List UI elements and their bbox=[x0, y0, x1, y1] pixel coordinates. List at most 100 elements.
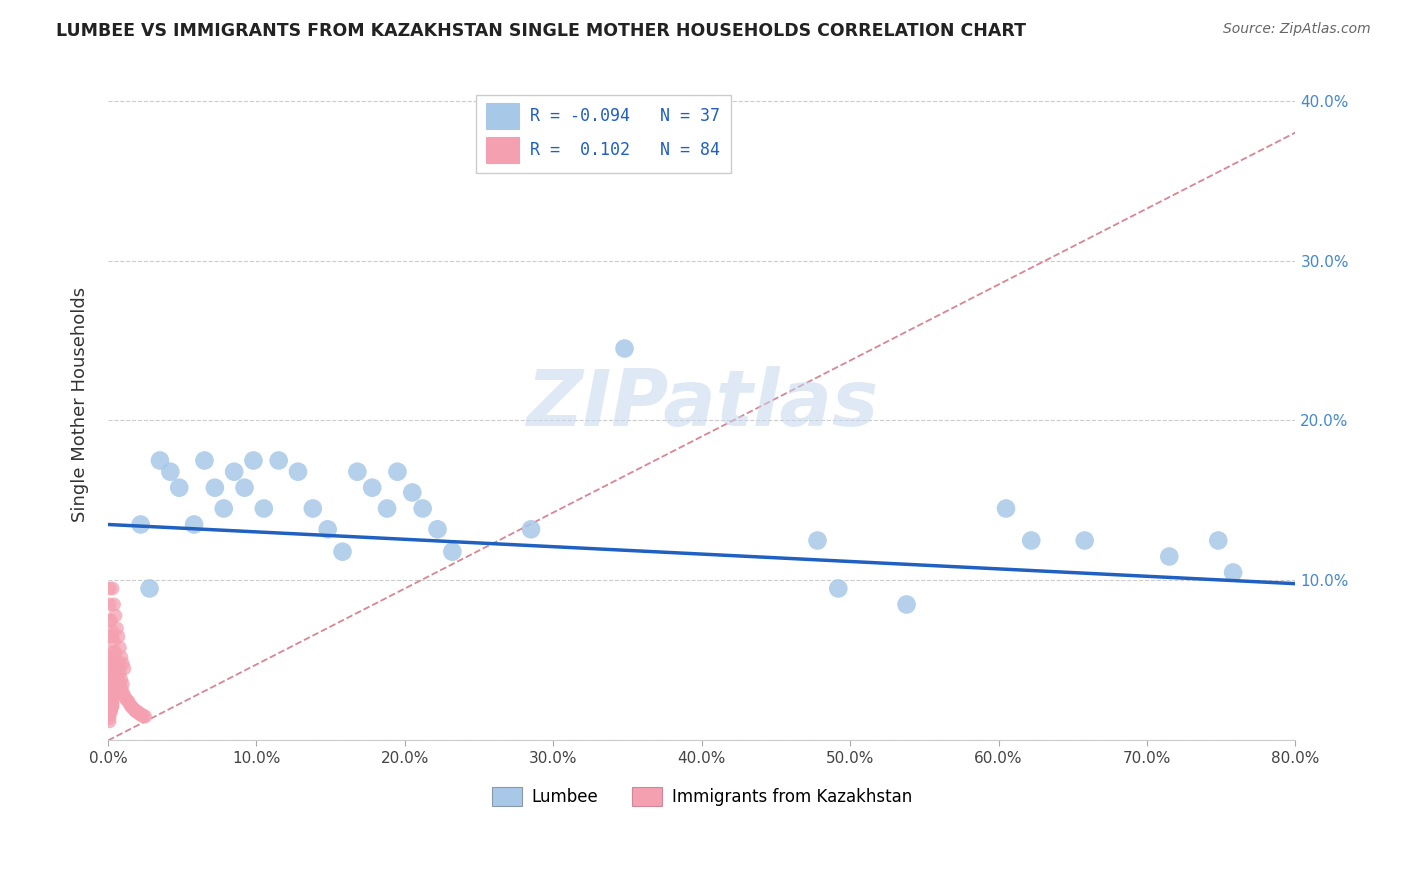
Point bbox=[105, 674, 128, 689]
Point bbox=[387, 465, 409, 479]
Point bbox=[301, 501, 323, 516]
Point bbox=[134, 709, 156, 723]
Point bbox=[98, 698, 121, 713]
Point bbox=[114, 691, 136, 706]
Point bbox=[101, 630, 124, 644]
Point bbox=[183, 517, 205, 532]
Point bbox=[103, 685, 125, 699]
Point bbox=[193, 453, 215, 467]
Point bbox=[103, 663, 125, 677]
Point bbox=[101, 624, 124, 639]
Point bbox=[110, 650, 132, 665]
Point bbox=[101, 689, 124, 703]
Point bbox=[105, 666, 128, 681]
Point bbox=[138, 582, 160, 596]
Point bbox=[117, 693, 139, 707]
Point bbox=[98, 707, 121, 722]
Point bbox=[100, 695, 122, 709]
Point bbox=[375, 501, 398, 516]
Point bbox=[441, 544, 464, 558]
Point bbox=[332, 544, 354, 558]
Point bbox=[613, 342, 636, 356]
Point bbox=[108, 677, 131, 691]
Point bbox=[896, 598, 918, 612]
Point bbox=[112, 689, 135, 703]
Point bbox=[98, 693, 121, 707]
Point bbox=[118, 695, 141, 709]
Point bbox=[131, 707, 153, 722]
Point bbox=[128, 706, 150, 721]
Point bbox=[110, 673, 132, 687]
Point bbox=[242, 453, 264, 467]
Point bbox=[125, 705, 148, 719]
Point bbox=[167, 481, 190, 495]
Point bbox=[98, 657, 121, 671]
Point bbox=[1073, 533, 1095, 548]
Point bbox=[107, 630, 129, 644]
Point bbox=[103, 677, 125, 691]
Point bbox=[111, 677, 134, 691]
Bar bbox=[485, 137, 519, 162]
Point bbox=[110, 682, 132, 697]
Point bbox=[129, 707, 152, 722]
Point bbox=[98, 689, 121, 703]
Point bbox=[1019, 533, 1042, 548]
Point bbox=[212, 501, 235, 516]
Point bbox=[98, 614, 121, 628]
Y-axis label: Single Mother Households: Single Mother Households bbox=[72, 287, 89, 522]
Point bbox=[100, 703, 122, 717]
Bar bbox=[485, 103, 519, 129]
Point bbox=[806, 533, 828, 548]
Point bbox=[98, 711, 121, 725]
Point bbox=[100, 650, 122, 665]
Point bbox=[1222, 566, 1244, 580]
Point bbox=[98, 714, 121, 729]
Text: R = -0.094   N = 37: R = -0.094 N = 37 bbox=[530, 107, 720, 125]
Point bbox=[101, 582, 124, 596]
Point bbox=[267, 453, 290, 467]
Point bbox=[204, 481, 226, 495]
Point bbox=[426, 522, 449, 536]
Point bbox=[104, 645, 127, 659]
Point bbox=[107, 660, 129, 674]
Point bbox=[100, 691, 122, 706]
Legend: Lumbee, Immigrants from Kazakhstan: Lumbee, Immigrants from Kazakhstan bbox=[485, 780, 918, 813]
Point bbox=[108, 666, 131, 681]
Point bbox=[100, 693, 122, 707]
Point bbox=[100, 698, 122, 713]
Point bbox=[101, 699, 124, 714]
Point bbox=[112, 661, 135, 675]
Point bbox=[98, 682, 121, 697]
Point bbox=[100, 705, 122, 719]
Text: Source: ZipAtlas.com: Source: ZipAtlas.com bbox=[1223, 22, 1371, 37]
Point bbox=[233, 481, 256, 495]
Point bbox=[122, 701, 145, 715]
Point bbox=[104, 657, 127, 671]
Point bbox=[104, 608, 127, 623]
Point bbox=[132, 709, 155, 723]
Point bbox=[103, 598, 125, 612]
Point bbox=[101, 698, 124, 713]
Point bbox=[104, 669, 127, 683]
Point bbox=[111, 657, 134, 671]
Point bbox=[107, 673, 129, 687]
Point bbox=[1159, 549, 1181, 564]
Point bbox=[101, 682, 124, 697]
Point bbox=[101, 673, 124, 687]
Point bbox=[129, 517, 152, 532]
Point bbox=[103, 634, 125, 648]
Point bbox=[287, 465, 309, 479]
Point bbox=[100, 677, 122, 691]
Point bbox=[159, 465, 181, 479]
Text: ZIPatlas: ZIPatlas bbox=[526, 367, 877, 442]
Point bbox=[98, 701, 121, 715]
Point bbox=[104, 682, 127, 697]
Point bbox=[98, 677, 121, 691]
Text: LUMBEE VS IMMIGRANTS FROM KAZAKHSTAN SINGLE MOTHER HOUSEHOLDS CORRELATION CHART: LUMBEE VS IMMIGRANTS FROM KAZAKHSTAN SIN… bbox=[56, 22, 1026, 40]
Point bbox=[98, 673, 121, 687]
Point bbox=[520, 522, 543, 536]
Point bbox=[121, 699, 143, 714]
Point bbox=[111, 685, 134, 699]
Point bbox=[124, 703, 146, 717]
Point bbox=[316, 522, 339, 536]
